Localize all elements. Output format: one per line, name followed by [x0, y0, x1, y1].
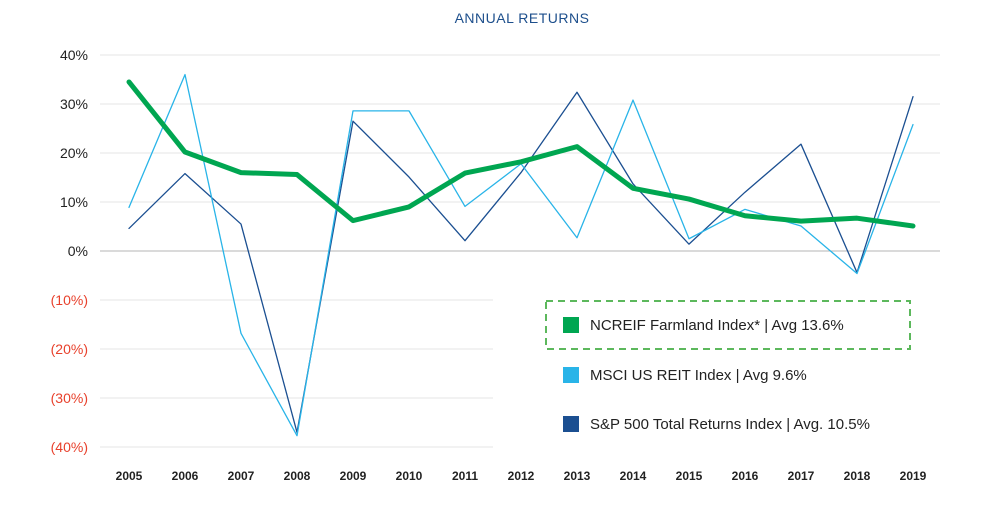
x-tick-label: 2006: [172, 469, 199, 483]
x-tick-label: 2018: [844, 469, 871, 483]
x-tick-label: 2019: [900, 469, 927, 483]
x-tick-label: 2013: [564, 469, 591, 483]
x-tick-label: 2014: [620, 469, 647, 483]
legend-swatch: [563, 317, 579, 333]
legend-entry-label: MSCI US REIT Index | Avg 9.6%: [590, 367, 807, 384]
x-tick-label: 2017: [788, 469, 815, 483]
y-tick-label: (40%): [51, 439, 88, 455]
x-tick-label: 2007: [228, 469, 255, 483]
x-tick-label: 2011: [452, 469, 478, 483]
y-tick-label: 30%: [60, 96, 88, 112]
legend: NCREIF Farmland Index* | Avg 13.6% MSCI U…: [545, 300, 911, 433]
x-tick-label: 2005: [116, 469, 143, 483]
legend-entry-label: S&P 500 Total Returns Index | Avg. 10.5%: [590, 416, 870, 433]
chart-title: ANNUAL RETURNS: [455, 10, 590, 26]
y-tick-label: (20%): [51, 341, 88, 357]
x-tick-label: 2010: [396, 469, 423, 483]
x-axis-ticks: 2005 2006 2007 2008 2009 2010 2011 2012 2013 2014…: [116, 469, 927, 483]
y-tick-label: 0%: [68, 243, 88, 259]
legend-swatch: [563, 367, 579, 383]
y-tick-label: 40%: [60, 47, 88, 63]
x-tick-label: 2016: [732, 469, 759, 483]
legend-swatch: [563, 416, 579, 432]
series-line-s-p-500-total-returns-index: [128, 91, 914, 433]
y-tick-label: 10%: [60, 194, 88, 210]
y-axis-ticks: 40% 30% 20% 10% 0% (10%) (20%) (30%) (40%): [51, 47, 88, 455]
y-tick-label: 20%: [60, 145, 88, 161]
x-tick-label: 2008: [284, 469, 311, 483]
y-tick-label: (10%): [51, 292, 88, 308]
legend-highlight-box: [545, 300, 911, 350]
y-tick-label: (30%): [51, 390, 88, 406]
x-tick-label: 2015: [676, 469, 703, 483]
x-tick-label: 2012: [508, 469, 535, 483]
series-line-ncreif-farmland-index: [126, 79, 916, 229]
x-tick-label: 2009: [340, 469, 367, 483]
legend-entry-label: NCREIF Farmland Index* | Avg 13.6%: [590, 317, 844, 334]
series-lines: [126, 73, 916, 437]
